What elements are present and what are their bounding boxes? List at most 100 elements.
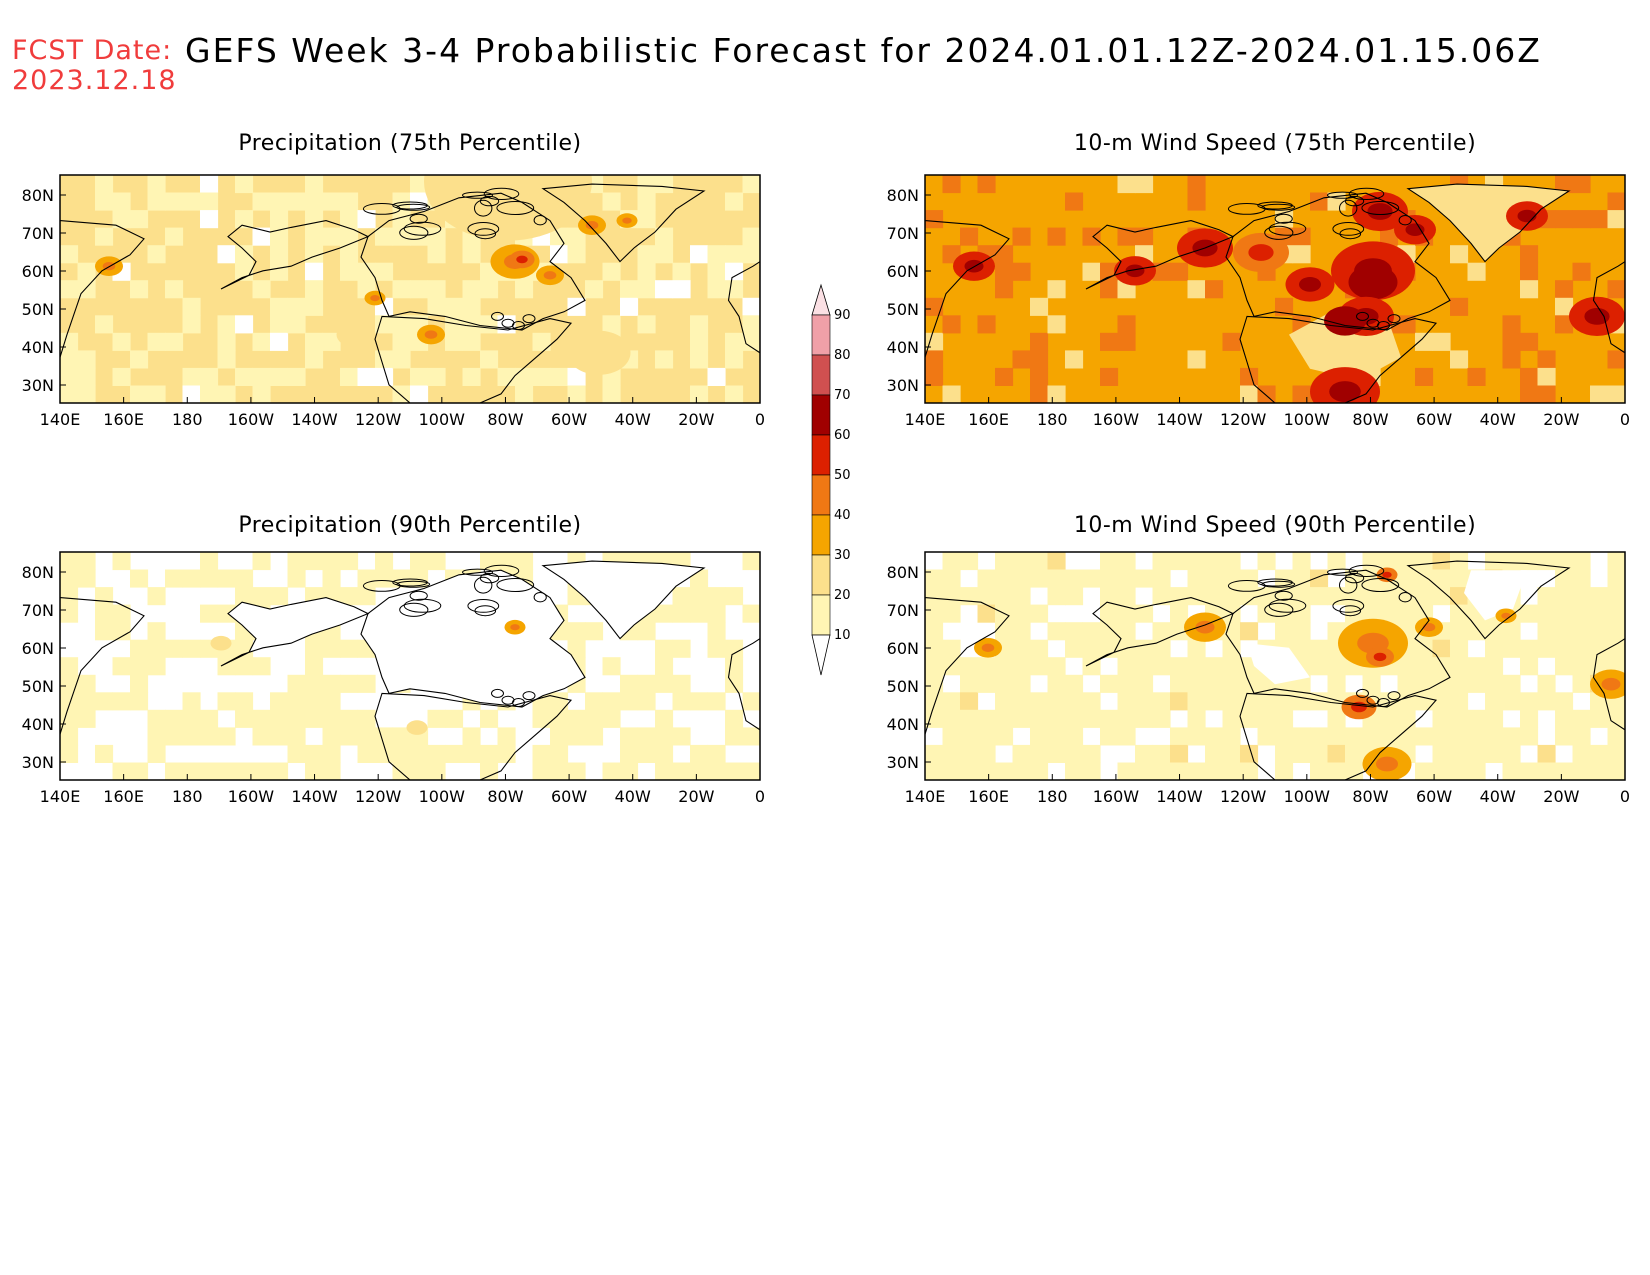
coastline-island (533, 215, 547, 226)
lon-tick-label: 120W (1220, 410, 1267, 429)
field-cell (1135, 692, 1154, 711)
field-cell (1432, 569, 1451, 588)
field-cell (147, 587, 166, 606)
coastline-island (1261, 580, 1296, 588)
field-cell (497, 367, 516, 386)
field-cell (427, 245, 446, 264)
field-cell (1380, 552, 1399, 571)
field-cell (445, 744, 464, 763)
coastline-island (396, 580, 431, 588)
field-cell (672, 727, 691, 746)
field-cell (532, 744, 551, 763)
field-cell (235, 175, 254, 194)
field-cell (1152, 762, 1171, 780)
colorbar-segment (811, 474, 831, 516)
field-cell (1520, 552, 1539, 571)
coastline-alaska (220, 597, 370, 667)
field-cell (637, 262, 656, 281)
field-cell (1100, 280, 1119, 299)
field-cell (1047, 587, 1066, 606)
field-cell (1485, 744, 1504, 763)
field-cell (445, 709, 464, 728)
field-cell (235, 569, 254, 588)
coastline-island (1398, 215, 1412, 226)
field-cell (147, 385, 166, 403)
field-cell (112, 210, 131, 229)
field-cell (602, 709, 621, 728)
field-cell (925, 587, 944, 606)
field-cell (1537, 350, 1556, 369)
field-cell (200, 367, 219, 386)
field-cell (672, 604, 691, 623)
field-hotspot-core (1382, 571, 1392, 578)
field-cell (95, 315, 114, 334)
colorbar-label: 60 (834, 428, 851, 443)
field-cell (1205, 674, 1224, 693)
field-cell (690, 315, 709, 334)
field-cell (305, 280, 324, 299)
field-cell (1240, 692, 1259, 711)
field-cell (1292, 385, 1311, 403)
field-cell (340, 587, 359, 606)
field-cell (585, 692, 604, 711)
field-cell (1082, 709, 1101, 728)
field-cell (925, 744, 944, 763)
field-cell (1537, 552, 1556, 571)
field-cell (252, 227, 271, 246)
field-cell (1537, 744, 1556, 763)
field-cell (130, 639, 149, 658)
field-cell (1275, 297, 1294, 316)
coastline-lake (1377, 321, 1390, 330)
lon-tick-label: 0 (755, 410, 765, 429)
field-cell (637, 727, 656, 746)
field-cell (1012, 604, 1031, 623)
field-cell (925, 350, 944, 369)
coastline-island (467, 599, 500, 613)
field-cell (1362, 727, 1381, 746)
field-cell (655, 657, 674, 676)
field-cell (165, 727, 184, 746)
field-cell (1450, 657, 1469, 676)
lat-tick-label: 40N (887, 715, 919, 734)
field-cell (1222, 569, 1241, 588)
field-cell (515, 367, 534, 386)
field-cell (1152, 622, 1171, 641)
field-cell (1100, 367, 1119, 386)
field-cell (252, 587, 271, 606)
field-cell (305, 552, 324, 571)
field-cell (60, 709, 79, 728)
field-cell (1012, 622, 1031, 641)
field-cell (1572, 622, 1591, 641)
field-cell (497, 552, 516, 571)
field-cell (1082, 622, 1101, 641)
lat-tick-label: 60N (887, 639, 919, 658)
lat-tick-label: 50N (887, 677, 919, 696)
coastline-island (1274, 590, 1293, 601)
coastline-island (1261, 203, 1296, 211)
field-cell (1520, 762, 1539, 780)
field-cell (480, 709, 499, 728)
field-cell (1310, 569, 1329, 588)
field-cell (1327, 692, 1346, 711)
field-cell (305, 210, 324, 229)
field-cell (1257, 552, 1276, 571)
field-cell (1047, 385, 1066, 403)
field-cell (1310, 657, 1329, 676)
field-cell (1607, 727, 1625, 746)
field-cell (1345, 744, 1364, 763)
field-cell (1502, 762, 1521, 780)
colorbar: 10 20 30 40 50 60 70 80 90 (811, 283, 851, 676)
field-cell (357, 727, 376, 746)
coastline-europe (727, 637, 760, 731)
field-cell (1590, 210, 1609, 229)
field-cell (742, 332, 760, 351)
field-cell (1240, 569, 1259, 588)
field-cell (182, 639, 201, 658)
field-cell (1082, 692, 1101, 711)
field-cell (427, 367, 446, 386)
field-cell (925, 674, 944, 693)
field-cell (1082, 657, 1101, 676)
field-cell (1030, 604, 1049, 623)
field-cell (1047, 315, 1066, 334)
field-cell (1170, 727, 1189, 746)
